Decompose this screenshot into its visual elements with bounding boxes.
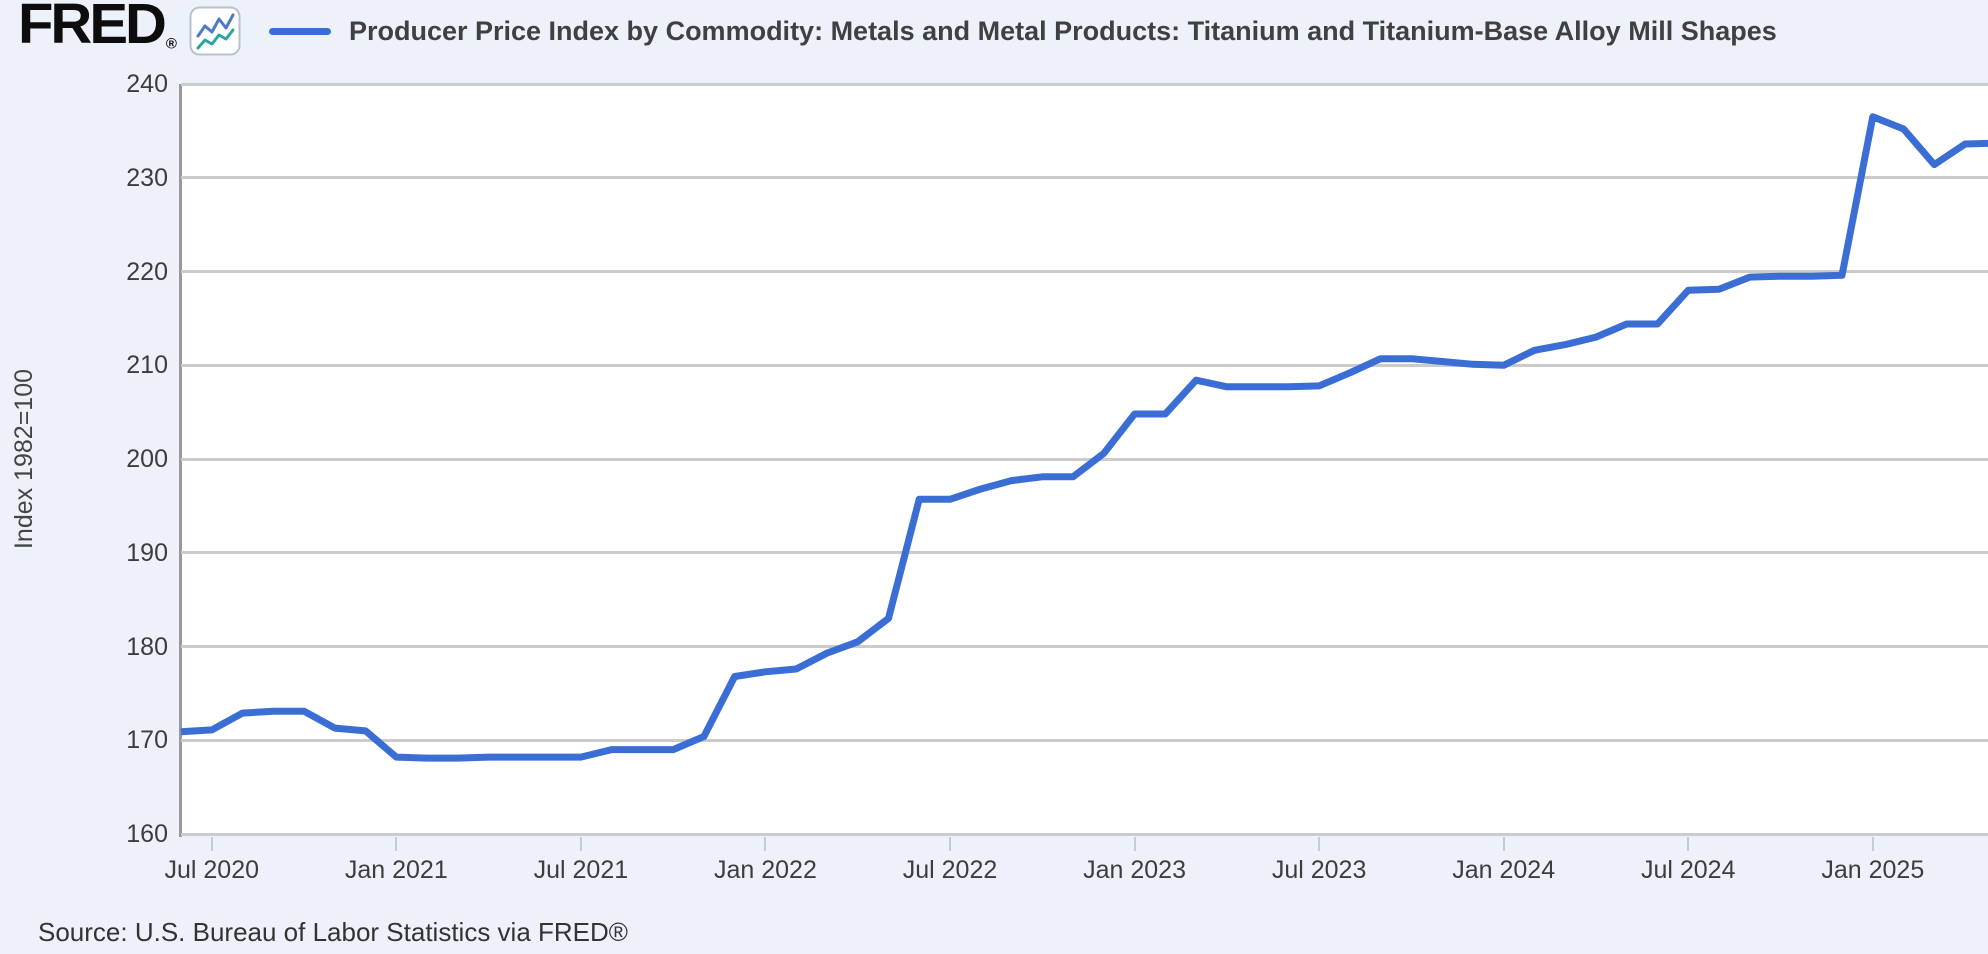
gridline-210 — [181, 363, 1988, 367]
x-tick-jan-2025: Jan 2025 — [1821, 856, 1925, 884]
y-tick-160: 160 — [126, 820, 168, 848]
x-tick-mark — [1318, 837, 1321, 851]
gridline-190 — [181, 551, 1988, 555]
x-tick-mark — [1687, 837, 1690, 851]
y-tick-170: 170 — [126, 726, 168, 755]
y-axis-line — [179, 84, 182, 837]
x-tick-mark — [1133, 837, 1136, 851]
y-tick-200: 200 — [126, 445, 168, 473]
x-tick-jan-2022: Jan 2022 — [714, 856, 817, 884]
x-tick-mark — [764, 837, 767, 851]
x-tick-mark — [579, 837, 582, 851]
x-tick-jan-2021: Jan 2021 — [344, 856, 448, 884]
y-tick-230: 230 — [126, 163, 168, 192]
gridline-200 — [181, 457, 1988, 461]
gridline-240 — [181, 82, 1988, 86]
fred-logo[interactable]: FRED ® — [18, 0, 177, 67]
y-tick-220: 220 — [126, 257, 168, 286]
x-tick-jan-2024: Jan 2024 — [1452, 856, 1556, 884]
x-tick-jul-2020: Jul 2020 — [164, 856, 260, 884]
source-note: Source: U.S. Bureau of Labor Statistics … — [38, 917, 628, 947]
x-tick-mark — [1502, 837, 1505, 851]
x-tick-mark — [395, 837, 398, 851]
series-title[interactable]: Producer Price Index by Commodity: Metal… — [348, 15, 1777, 46]
x-tick-mark — [1871, 837, 1874, 851]
y-tick-180: 180 — [126, 632, 168, 661]
y-tick-210: 210 — [126, 351, 168, 380]
chart-header: FRED ® Producer Price Index by Commodity:… — [18, 0, 1777, 60]
legend-line-swatch — [268, 27, 331, 35]
y-tick-240: 240 — [126, 70, 168, 98]
fred-sparkline-icon — [189, 6, 241, 56]
x-tick-jul-2022: Jul 2022 — [902, 856, 998, 884]
registered-mark: ® — [165, 35, 177, 53]
gridline-230 — [181, 176, 1988, 180]
x-tick-jul-2024: Jul 2024 — [1640, 856, 1736, 884]
y-tick-190: 190 — [126, 538, 168, 567]
x-tick-jul-2021: Jul 2021 — [533, 856, 629, 884]
gridline-170 — [181, 738, 1988, 742]
gridline-180 — [181, 645, 1988, 648]
gridline-160 — [181, 832, 1988, 836]
fred-logo-text: FRED — [18, 0, 167, 56]
x-tick-jan-2023: Jan 2023 — [1083, 856, 1186, 884]
x-tick-mark — [949, 837, 951, 851]
x-tick-mark — [210, 837, 213, 851]
gridline-220 — [181, 270, 1988, 273]
x-tick-jul-2023: Jul 2023 — [1271, 856, 1367, 884]
